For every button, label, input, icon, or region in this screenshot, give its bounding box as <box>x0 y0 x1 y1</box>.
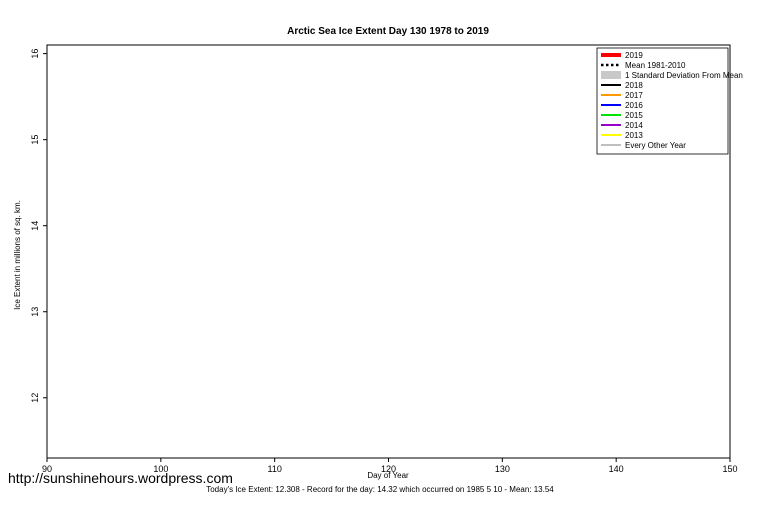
x-tick-label: 110 <box>267 464 281 474</box>
legend-label: 2017 <box>625 91 643 100</box>
y-tick-label: 12 <box>30 393 40 403</box>
y-tick-label: 13 <box>30 307 40 317</box>
legend-label: Mean 1981-2010 <box>625 61 686 70</box>
x-axis-label: Day of Year <box>367 471 409 480</box>
legend-label: 2019 <box>625 51 643 60</box>
source-url: http://sunshinehours.wordpress.com <box>8 470 233 486</box>
legend-label: Every Other Year <box>625 141 686 150</box>
legend-label: 1 Standard Deviation From Mean <box>625 71 743 80</box>
legend-box <box>596 47 729 155</box>
y-axis-label: Ice Extent in millions of sq. km. <box>13 200 22 310</box>
legend-label: 2015 <box>625 111 643 120</box>
legend-label: 2018 <box>625 81 643 90</box>
x-tick-label: 100 <box>153 464 168 474</box>
x-tick-label: 150 <box>722 464 737 474</box>
x-tick-label: 140 <box>609 464 624 474</box>
x-tick-label: 130 <box>495 464 510 474</box>
y-tick-label: 15 <box>30 135 40 145</box>
chart-title: Arctic Sea Ice Extent Day 130 1978 to 20… <box>287 26 489 37</box>
legend-swatch <box>601 71 621 79</box>
y-tick-label: 16 <box>30 49 40 59</box>
footer-stats: Today's Ice Extent: 12.308 - Record for … <box>206 485 554 494</box>
x-tick-label: 120 <box>381 464 396 474</box>
y-tick-label: 14 <box>30 221 40 231</box>
legend-label: 2014 <box>625 121 643 130</box>
x-tick-label: 90 <box>42 464 52 474</box>
legend-label: 2016 <box>625 101 643 110</box>
legend-label: 2013 <box>625 131 643 140</box>
